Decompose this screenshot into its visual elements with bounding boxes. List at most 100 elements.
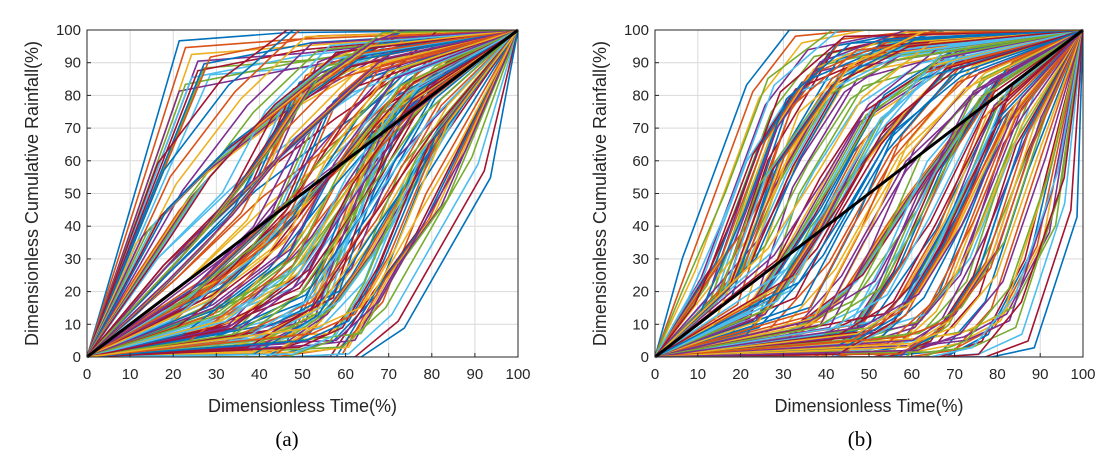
- series-line: [87, 30, 518, 357]
- y-tick-label: 0: [641, 349, 649, 366]
- series-line: [87, 30, 518, 357]
- series-line: [655, 30, 1083, 357]
- y-tick-label: 50: [632, 186, 649, 203]
- series-line: [87, 30, 518, 357]
- series-line: [87, 30, 518, 357]
- series-line: [655, 30, 1083, 357]
- series-line: [655, 30, 1083, 357]
- series-line: [87, 30, 518, 357]
- series-line: [655, 30, 1083, 357]
- y-tick-label: 30: [64, 251, 81, 268]
- y-tick-label: 0: [73, 349, 81, 366]
- x-tick-label: 70: [946, 366, 963, 383]
- series-line: [655, 30, 1083, 357]
- series-line: [655, 30, 1083, 357]
- x-tick-label: 50: [294, 366, 311, 383]
- y-tick-label: 20: [64, 284, 81, 301]
- series-line: [87, 30, 518, 357]
- series-line: [655, 30, 1083, 357]
- series-line: [655, 30, 1083, 357]
- series-line: [87, 30, 518, 357]
- series-line: [87, 30, 518, 357]
- series-line: [87, 30, 518, 357]
- series-line: [655, 30, 1083, 357]
- series-line: [87, 30, 518, 357]
- reference-line: [654, 28, 1084, 359]
- series-group: [87, 30, 518, 357]
- series-line: [655, 30, 1083, 357]
- series-line: [655, 30, 1083, 357]
- series-line: [655, 30, 1083, 357]
- y-tick-label: 80: [64, 87, 81, 104]
- series-line: [87, 30, 518, 357]
- series-line: [87, 30, 518, 357]
- series-line: [655, 30, 1083, 357]
- series-line: [655, 30, 1083, 357]
- series-line: [655, 30, 1083, 357]
- series-line: [87, 30, 518, 357]
- series-line: [655, 30, 1083, 357]
- series-line: [655, 30, 1083, 357]
- series-line: [655, 30, 1083, 357]
- series-line: [655, 30, 1083, 357]
- series-line: [87, 30, 518, 357]
- y-tick-label: 100: [624, 22, 649, 39]
- series-line: [655, 30, 1083, 357]
- series-line: [655, 30, 1083, 357]
- x-tick-label: 100: [505, 366, 530, 383]
- x-tick-label: 30: [775, 366, 792, 383]
- series-line: [87, 30, 518, 357]
- x-tick-label: 20: [732, 366, 749, 383]
- series-line: [655, 30, 1083, 357]
- y-tick-label: 40: [632, 218, 649, 235]
- series-line: [655, 30, 1083, 357]
- x-tick-label: 80: [423, 366, 440, 383]
- series-line: [655, 30, 1083, 357]
- series-line: [655, 30, 1083, 357]
- x-tick-label: 60: [903, 366, 920, 383]
- y-tick-label: 90: [64, 55, 81, 72]
- series-line: [87, 30, 518, 357]
- x-tick-label: 100: [1070, 366, 1095, 383]
- y-tick-label: 30: [632, 251, 649, 268]
- y-tick-label: 10: [64, 316, 81, 333]
- series-line: [655, 30, 1083, 357]
- series-line: [655, 30, 1083, 357]
- x-tick-label: 30: [208, 366, 225, 383]
- x-axis-title: Dimensionless Time(%): [774, 396, 963, 416]
- series-line: [655, 30, 1083, 357]
- series-line: [87, 30, 518, 357]
- x-axis-title: Dimensionless Time(%): [208, 396, 397, 416]
- reference-line: [86, 28, 519, 359]
- y-tick-label: 60: [64, 153, 81, 170]
- series-line: [87, 30, 518, 357]
- series-line: [655, 30, 1083, 357]
- series-line: [655, 30, 1083, 357]
- series-line: [655, 30, 1083, 357]
- series-line: [655, 30, 1083, 357]
- x-tick-label: 50: [861, 366, 878, 383]
- series-line: [87, 30, 518, 357]
- series-line: [655, 30, 1083, 357]
- y-tick-label: 20: [632, 284, 649, 301]
- y-tick-label: 90: [632, 55, 649, 72]
- x-tick-label: 40: [251, 366, 268, 383]
- series-line: [655, 30, 1083, 357]
- x-tick-label: 10: [122, 366, 139, 383]
- series-line: [655, 30, 1083, 357]
- y-axis-title: Dimensionless Cumulative Rainfall(%): [590, 41, 610, 346]
- series-line: [655, 30, 1083, 357]
- x-tick-label: 20: [165, 366, 182, 383]
- panel-b: 0 10 20 30 40 50 60 70 80 90 100 0 10 20 30 40 50 60 70 80 9…: [590, 22, 1096, 451]
- x-tick-label: 0: [651, 366, 659, 383]
- x-tick-label: 10: [689, 366, 706, 383]
- x-tick-label: 90: [467, 366, 484, 383]
- x-tick-label: 90: [1032, 366, 1049, 383]
- series-line: [87, 30, 518, 357]
- panel-caption: (b): [848, 427, 873, 451]
- x-tick-label: 80: [989, 366, 1006, 383]
- series-group: [655, 30, 1083, 357]
- series-line: [87, 30, 518, 357]
- series-line: [655, 30, 1083, 357]
